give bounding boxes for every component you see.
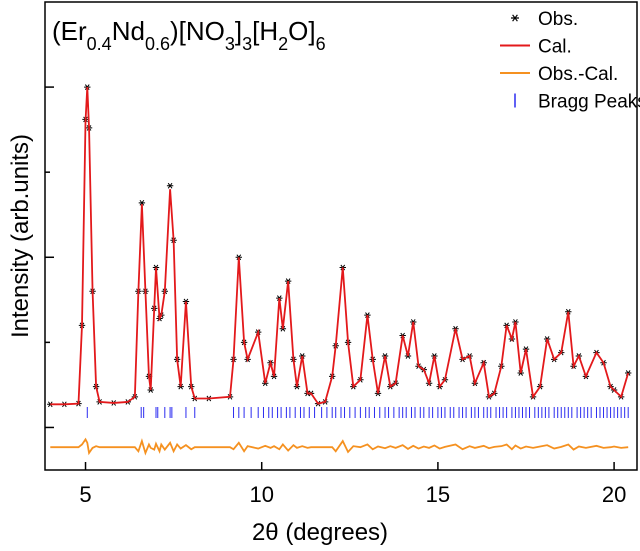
legend-label: Cal.	[538, 37, 572, 58]
legend-label: Bragg Peaks	[538, 92, 640, 113]
title-segment: [H	[252, 16, 278, 46]
title-segment: ]	[235, 16, 242, 46]
x-tick-label: 10	[249, 482, 273, 507]
x-axis-label: 2θ (degrees)	[252, 519, 388, 546]
plot-frame	[44, 1, 638, 471]
series-line	[50, 87, 630, 406]
x-tick-label: 15	[426, 482, 450, 507]
x-tick-label: 20	[602, 482, 626, 507]
title-segment: 0.4	[87, 34, 112, 54]
title-segment: 3	[242, 34, 252, 54]
obs-point	[138, 199, 146, 206]
title-segment: 0.6	[145, 34, 170, 54]
title-segment: O]	[288, 16, 315, 46]
obs-point	[166, 182, 174, 189]
title-segment: 2	[278, 34, 288, 54]
y-axis-label: Intensity (arb.units)	[7, 134, 34, 338]
legend-symbol	[511, 14, 519, 22]
title-segment: Nd	[112, 16, 145, 46]
legend-label: Obs.	[538, 9, 578, 30]
x-tick-label: 5	[79, 482, 91, 507]
legend-label: Obs.-Cal.	[538, 64, 618, 85]
title-segment: )[NO	[170, 16, 225, 46]
series-line	[50, 437, 629, 456]
title-segment: (Er	[52, 16, 87, 46]
title-segment: 3	[225, 34, 235, 54]
title-segment: 6	[316, 34, 326, 54]
chart-title: (Er0.4Nd0.6)[NO3]3[H2O]6	[52, 16, 326, 54]
